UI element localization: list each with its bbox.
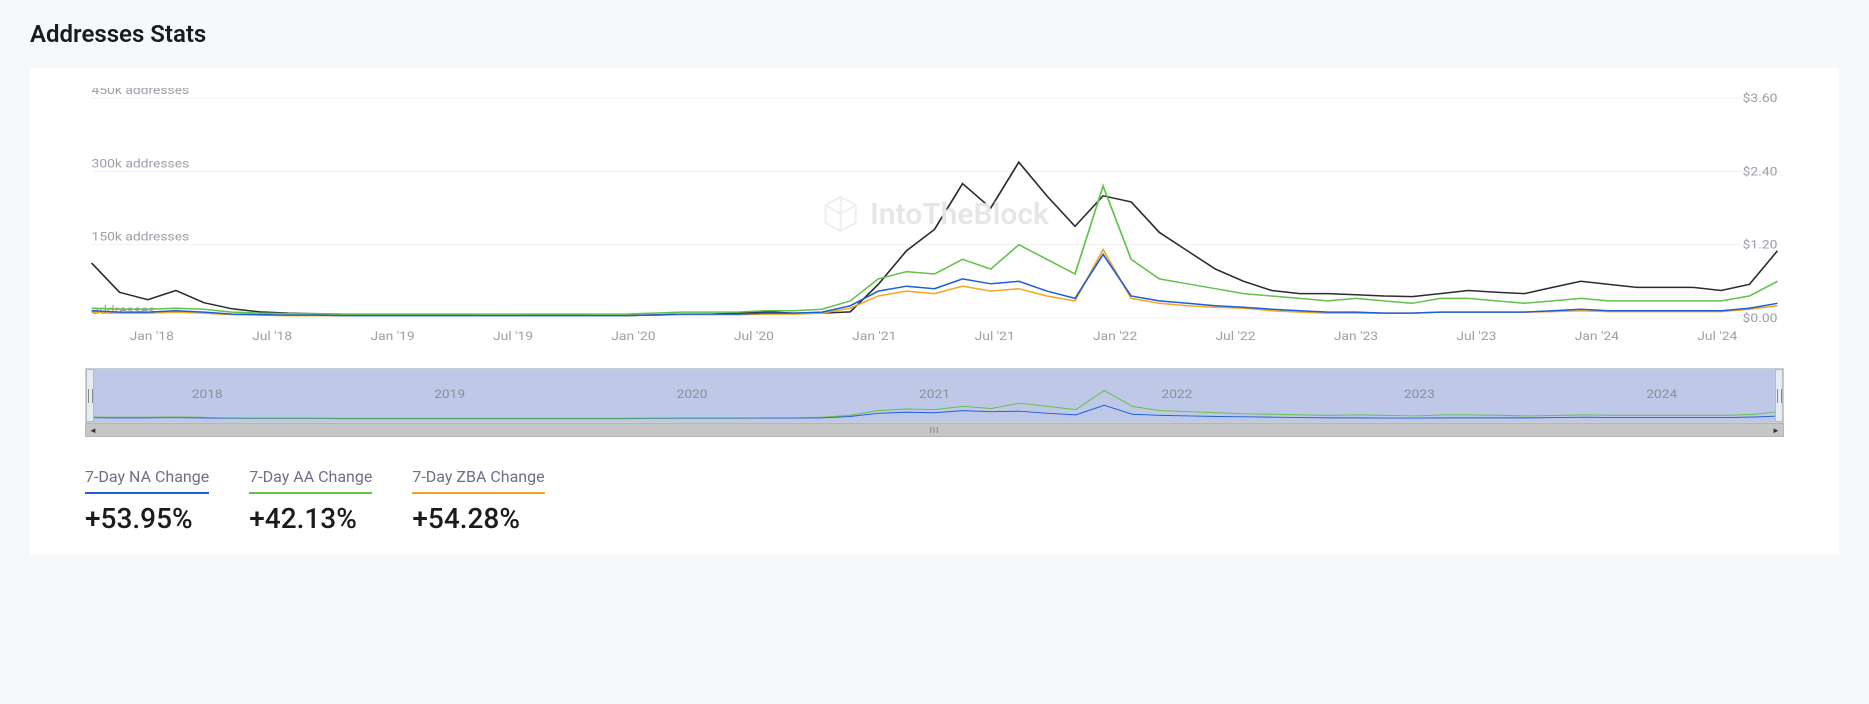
svg-text:300k addresses: 300k addresses (92, 157, 190, 171)
svg-text:2022: 2022 (1161, 388, 1192, 402)
brush-scrollbar[interactable]: ◄ III ► (85, 423, 1784, 437)
svg-text:Jan '19: Jan '19 (370, 330, 414, 344)
svg-text:Jan '20: Jan '20 (611, 330, 655, 344)
svg-text:Jul '20: Jul '20 (734, 330, 774, 344)
svg-text:Jul '19: Jul '19 (493, 330, 533, 344)
stat-aa-label: 7-Day AA Change (249, 467, 372, 494)
stat-na-label: 7-Day NA Change (85, 467, 209, 494)
main-chart[interactable]: IntoTheBlock addresses150k addresses300k… (30, 88, 1839, 348)
page-title: Addresses Stats (30, 20, 1839, 48)
svg-text:Jan '22: Jan '22 (1093, 330, 1137, 344)
brush-range[interactable]: 2018 2019 2020 2021 2022 2023 2024 (85, 368, 1784, 423)
brush-handle-right[interactable] (1775, 369, 1783, 422)
svg-text:2019: 2019 (434, 388, 465, 402)
stat-zba-label: 7-Day ZBA Change (412, 467, 544, 494)
stat-zba: 7-Day ZBA Change +54.28% (412, 467, 544, 535)
svg-text:Jul '18: Jul '18 (252, 330, 292, 344)
svg-text:Jul '21: Jul '21 (975, 330, 1015, 344)
svg-text:450k addresses: 450k addresses (92, 88, 190, 98)
brush-grip-icon: III (930, 426, 940, 435)
svg-text:$0.00: $0.00 (1743, 312, 1778, 326)
svg-text:$3.60: $3.60 (1743, 92, 1778, 106)
brush-scroll-right[interactable]: ► (1771, 425, 1781, 435)
svg-text:2020: 2020 (677, 388, 708, 402)
stat-na-value: +53.95% (85, 502, 209, 535)
chart-card: IntoTheBlock addresses150k addresses300k… (30, 68, 1839, 555)
stats-row: 7-Day NA Change +53.95% 7-Day AA Change … (30, 437, 1839, 535)
svg-text:Jan '23: Jan '23 (1334, 330, 1378, 344)
svg-text:2018: 2018 (192, 388, 223, 402)
svg-text:2024: 2024 (1646, 388, 1677, 402)
brush-handle-left[interactable] (86, 369, 94, 422)
stat-aa: 7-Day AA Change +42.13% (249, 467, 372, 535)
svg-text:Jul '23: Jul '23 (1456, 330, 1496, 344)
svg-text:Jul '24: Jul '24 (1697, 330, 1737, 344)
svg-text:150k addresses: 150k addresses (92, 230, 190, 244)
stat-na: 7-Day NA Change +53.95% (85, 467, 209, 535)
svg-text:Jul '22: Jul '22 (1216, 330, 1256, 344)
svg-text:2021: 2021 (919, 388, 950, 402)
stat-zba-value: +54.28% (412, 502, 544, 535)
svg-text:$1.20: $1.20 (1743, 238, 1778, 252)
svg-text:Jan '24: Jan '24 (1575, 330, 1619, 344)
svg-text:2023: 2023 (1404, 388, 1435, 402)
svg-text:Jan '18: Jan '18 (130, 330, 174, 344)
brush-scroll-left[interactable]: ◄ (88, 425, 98, 435)
svg-text:Jan '21: Jan '21 (852, 330, 896, 344)
stat-aa-value: +42.13% (249, 502, 372, 535)
svg-text:$2.40: $2.40 (1743, 165, 1778, 179)
